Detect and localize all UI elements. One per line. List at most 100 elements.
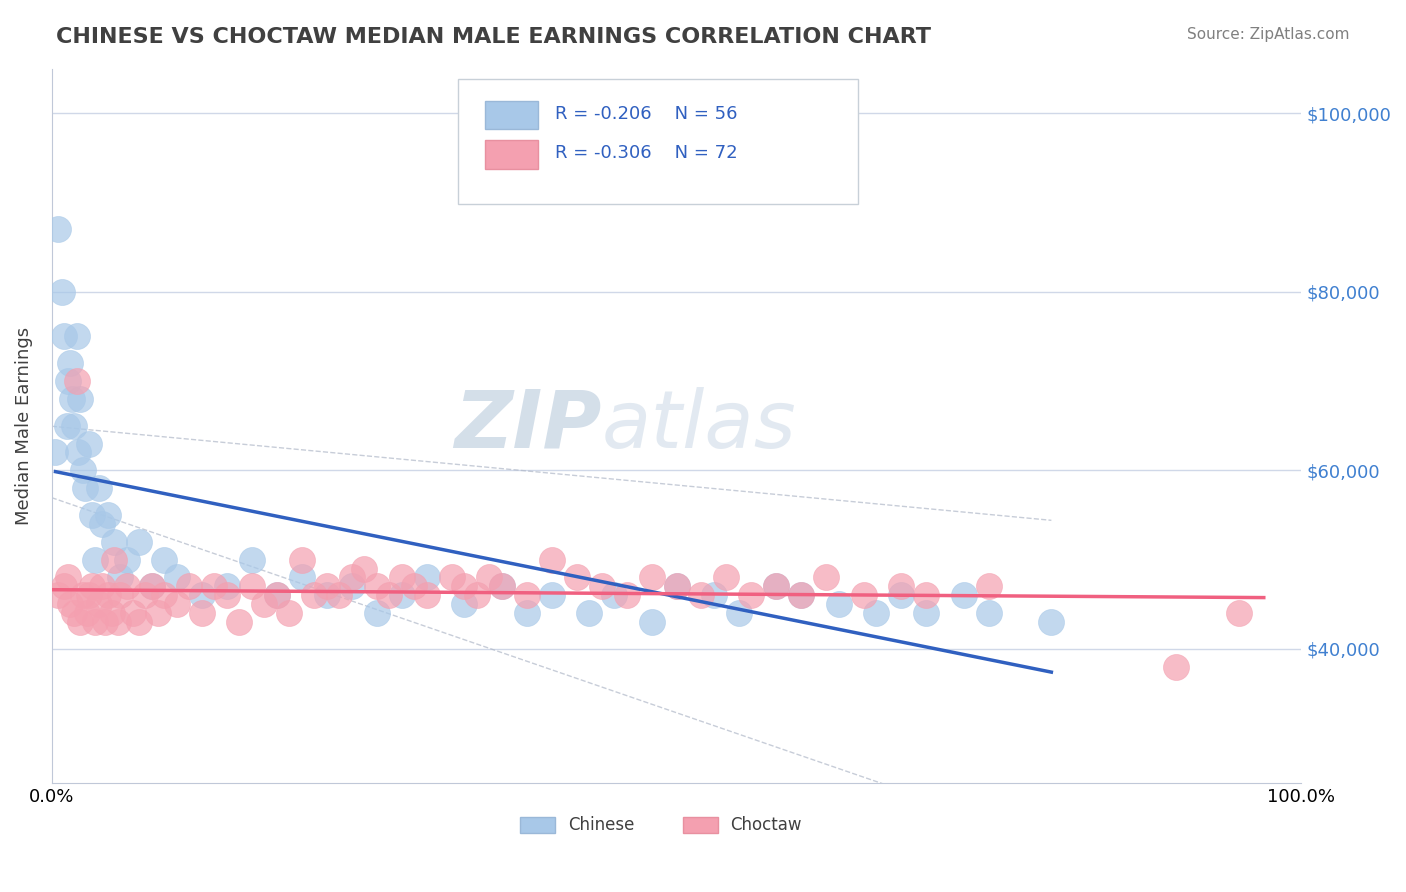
Point xyxy=(46,222,69,236)
Point xyxy=(453,579,475,593)
Point xyxy=(890,588,912,602)
Point xyxy=(665,579,688,593)
Text: Source: ZipAtlas.com: Source: ZipAtlas.com xyxy=(1187,27,1350,42)
Point xyxy=(202,579,225,593)
Point xyxy=(278,606,301,620)
Point xyxy=(977,606,1000,620)
Bar xyxy=(485,101,538,129)
Point xyxy=(1166,660,1188,674)
Point xyxy=(378,588,401,602)
Point xyxy=(915,606,938,620)
Point xyxy=(46,588,69,602)
Point xyxy=(97,508,120,522)
Point xyxy=(703,588,725,602)
Point xyxy=(59,356,82,370)
Point xyxy=(100,606,122,620)
Point xyxy=(115,579,138,593)
Point xyxy=(578,606,600,620)
Point xyxy=(80,579,103,593)
Point xyxy=(56,374,79,388)
Text: CHINESE VS CHOCTAW MEDIAN MALE EARNINGS CORRELATION CHART: CHINESE VS CHOCTAW MEDIAN MALE EARNINGS … xyxy=(56,27,931,46)
Point xyxy=(765,579,787,593)
Point xyxy=(291,570,314,584)
Point xyxy=(366,579,388,593)
Bar xyxy=(485,140,538,169)
FancyBboxPatch shape xyxy=(458,79,858,204)
Point xyxy=(391,588,413,602)
Point xyxy=(565,570,588,584)
Point xyxy=(828,597,851,611)
Point xyxy=(66,374,89,388)
Point xyxy=(134,588,156,602)
Point xyxy=(77,588,100,602)
Point xyxy=(63,606,86,620)
Point xyxy=(53,329,76,343)
Point xyxy=(240,579,263,593)
Bar xyxy=(683,817,717,833)
Y-axis label: Median Male Earnings: Median Male Earnings xyxy=(15,326,32,524)
Point xyxy=(179,579,201,593)
Point xyxy=(415,570,437,584)
Point xyxy=(190,606,212,620)
Point xyxy=(59,597,82,611)
Point xyxy=(166,597,188,611)
Point xyxy=(141,579,163,593)
Point xyxy=(69,615,91,629)
Point xyxy=(716,570,738,584)
Point xyxy=(228,615,250,629)
Point xyxy=(865,606,887,620)
Point xyxy=(215,579,238,593)
Point xyxy=(69,392,91,406)
Bar xyxy=(520,817,555,833)
Point xyxy=(103,534,125,549)
Point xyxy=(640,615,662,629)
Point xyxy=(690,588,713,602)
Point xyxy=(190,588,212,602)
Point xyxy=(115,552,138,566)
Point xyxy=(890,579,912,593)
Text: Choctaw: Choctaw xyxy=(730,816,801,834)
Point xyxy=(90,579,112,593)
Point xyxy=(76,606,98,620)
Point xyxy=(740,588,762,602)
Point xyxy=(266,588,288,602)
Point xyxy=(51,285,73,299)
Point xyxy=(302,588,325,602)
Point xyxy=(491,579,513,593)
Point xyxy=(215,588,238,602)
Point xyxy=(366,606,388,620)
Text: Chinese: Chinese xyxy=(568,816,634,834)
Point xyxy=(84,552,107,566)
Point xyxy=(107,615,129,629)
Point xyxy=(516,588,538,602)
Point xyxy=(603,588,626,602)
Point xyxy=(94,615,117,629)
Point xyxy=(404,579,426,593)
Point xyxy=(97,588,120,602)
Point xyxy=(153,552,176,566)
Point xyxy=(72,588,94,602)
Point xyxy=(340,579,363,593)
Point xyxy=(353,561,375,575)
Point xyxy=(977,579,1000,593)
Point xyxy=(465,588,488,602)
Point xyxy=(391,570,413,584)
Text: ZIP: ZIP xyxy=(454,387,602,465)
Point xyxy=(146,606,169,620)
Point xyxy=(1227,606,1250,620)
Point xyxy=(415,588,437,602)
Point xyxy=(616,588,638,602)
Point xyxy=(1040,615,1063,629)
Point xyxy=(60,392,83,406)
Point xyxy=(103,552,125,566)
Point xyxy=(852,588,875,602)
Point xyxy=(110,588,132,602)
Point xyxy=(153,588,176,602)
Point xyxy=(328,588,350,602)
Point xyxy=(89,597,111,611)
Point xyxy=(516,606,538,620)
Text: atlas: atlas xyxy=(602,387,796,465)
Point xyxy=(128,534,150,549)
Point xyxy=(166,570,188,584)
Point xyxy=(790,588,813,602)
